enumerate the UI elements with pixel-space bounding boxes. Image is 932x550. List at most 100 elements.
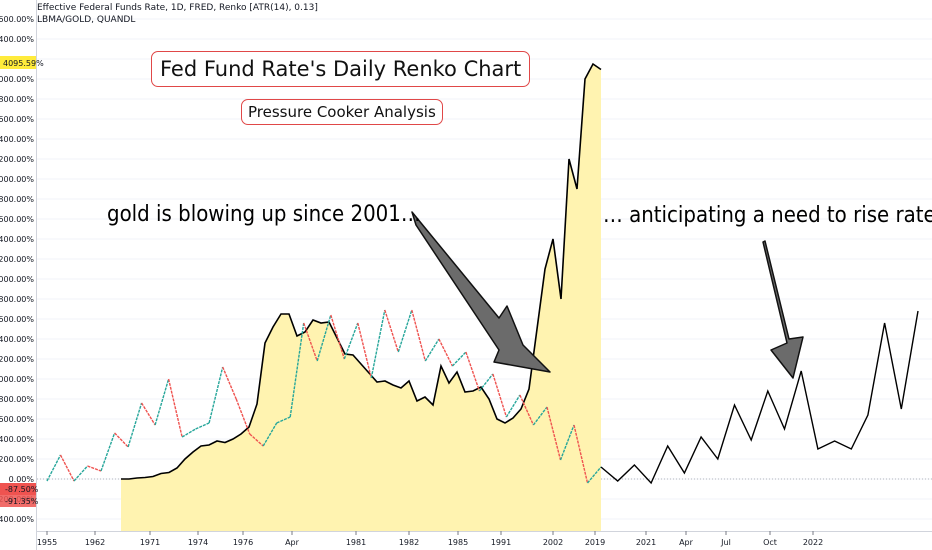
y-tick-label: 1000.00% [0,375,34,384]
renko-down-brick [249,433,264,447]
chart-title-box: Fed Fund Rate's Daily Renko Chart [151,51,531,87]
y-tick-label: 2400.00% [0,235,34,244]
y-tick-label: 3000.00% [0,175,34,184]
y-tick-label: 3200.00% [0,155,34,164]
y-tick-label: 2800.00% [0,195,34,204]
x-tick-label: 1974 [188,538,208,547]
renko-down-brick [465,351,481,392]
left-note: gold is blowing up since 2001… [107,202,421,227]
renko-down-brick [114,432,129,448]
renko-up-brick [276,416,291,424]
renko-up-brick [46,454,62,482]
renko-up-brick [73,465,89,482]
low-label-1: -87.50% [5,485,39,494]
renko-down-brick [330,314,345,360]
gold-line [121,62,602,480]
y-tick-label: 4000.00% [0,75,34,84]
x-tick-label: Jul [720,538,731,547]
y-tick-label: 800.00% [0,395,34,404]
renko-down-brick [222,366,237,400]
current-value-text: 4095.59% [3,59,44,68]
x-tick-label: 2002 [543,538,563,547]
renko-up-brick [154,378,170,426]
renko-up-brick [343,322,359,360]
x-tick-label: Oct [763,538,777,547]
y-axis[interactable]: -400.00%-200.00%0.00%200.00%400.00%600.0… [0,15,34,524]
y-tick-label: 2000.00% [0,275,34,284]
x-tick-label: 1991 [491,538,511,547]
y-tick-label: 3600.00% [0,115,34,124]
renko-down-brick [357,322,372,379]
renko-up-brick [424,338,440,362]
renko-up-brick [208,366,224,424]
negative-value-labels: -87.50% -91.35% [0,483,39,507]
x-tick-label: Apr [285,538,300,547]
x-tick-label: 1982 [399,538,419,547]
x-axis[interactable]: 1955 1962 1971 1974 1976 Apr 1981 1982 1985 1991 2… [37,531,823,547]
y-tick-label: 1600.00% [0,315,34,324]
renko-up-brick [100,432,116,472]
y-tick-label: 1400.00% [0,335,34,344]
y-tick-label: 1800.00% [0,295,34,304]
renko-down-brick [167,378,183,438]
chart-subtitle-box: Pressure Cooker Analysis [241,99,443,125]
right-arrow [762,240,804,379]
x-tick-label: 1976 [233,538,253,547]
renko-up-brick [559,424,575,461]
x-tick-label: 1981 [346,538,366,547]
y-tick-label: 0.00% [9,475,35,484]
renko-down-brick [59,454,75,482]
renko-up-brick [397,309,413,353]
renko-down-brick [573,424,589,484]
renko-up-brick [195,422,210,430]
renko-up-brick [181,428,196,438]
x-tick-label: Apr [679,538,694,547]
x-tick-label: 1985 [448,538,468,547]
renko-down-brick [546,406,562,461]
renko-up-brick [478,373,494,392]
y-tick-label: 2600.00% [0,215,34,224]
x-tick-label: 2022 [803,538,823,547]
compare-series-legend[interactable]: LBMA/GOLD, QUANDL [37,15,136,25]
x-tick-label: 2019 [585,538,605,547]
renko-down-brick [492,373,508,418]
projected-fed-funds-path [600,310,919,485]
low-label-2: -91.35% [5,497,39,506]
y-tick-label: 3400.00% [0,135,34,144]
renko-down-brick [303,322,318,362]
y-tick-label: 200.00% [0,455,34,464]
y-tick-label: 4400.00% [0,35,34,44]
renko-down-brick [87,465,102,472]
y-tick-label: 4600.00% [0,15,34,24]
renko-down-brick [384,309,399,353]
y-tick-label: -400.00% [0,515,34,524]
x-tick-label: 1962 [85,538,105,547]
main-series-legend[interactable]: Effective Federal Funds Rate, 1D, FRED, … [37,3,318,13]
y-tick-label: 400.00% [0,435,34,444]
y-tick-label: 600.00% [0,415,34,424]
renko-down-brick [519,394,535,426]
renko-up-brick [451,351,467,367]
renko-down-brick [235,398,251,435]
renko-up-brick [370,309,386,379]
renko-down-brick [411,309,426,362]
renko-up-brick [586,466,602,484]
y-tick-label: 2200.00% [0,255,34,264]
x-tick-label: 1955 [37,538,57,547]
gold-area-fill [121,64,601,531]
left-arrow [411,211,551,373]
renko-down-brick [438,338,454,367]
fed-funds-renko-bricks [46,309,602,484]
renko-down-brick [141,402,156,426]
renko-up-brick [127,402,143,448]
current-value-label: 4095.59% [0,56,44,69]
renko-up-brick [262,422,278,447]
renko-up-brick [505,394,521,418]
x-tick-label: 1971 [140,538,160,547]
y-tick-label: 3800.00% [0,95,34,104]
right-note: … anticipating a need to rise rates [603,203,932,228]
renko-up-brick [532,406,548,426]
x-tick-label: 2021 [636,538,656,547]
